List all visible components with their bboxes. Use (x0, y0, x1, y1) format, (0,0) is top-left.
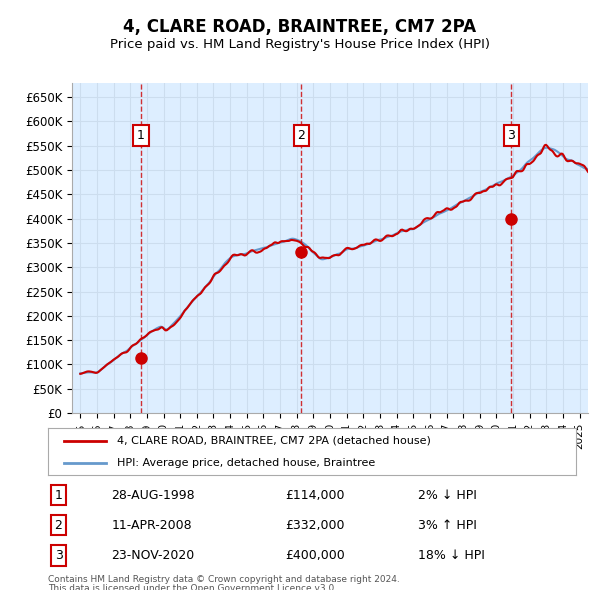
Text: 4, CLARE ROAD, BRAINTREE, CM7 2PA: 4, CLARE ROAD, BRAINTREE, CM7 2PA (124, 18, 476, 36)
Text: 2: 2 (55, 519, 62, 532)
Text: This data is licensed under the Open Government Licence v3.0.: This data is licensed under the Open Gov… (48, 584, 337, 590)
Text: 1: 1 (55, 489, 62, 502)
Text: HPI: Average price, detached house, Braintree: HPI: Average price, detached house, Brai… (116, 458, 375, 468)
Text: 1: 1 (137, 129, 145, 142)
Text: Price paid vs. HM Land Registry's House Price Index (HPI): Price paid vs. HM Land Registry's House … (110, 38, 490, 51)
Text: 18% ↓ HPI: 18% ↓ HPI (418, 549, 484, 562)
Text: 4, CLARE ROAD, BRAINTREE, CM7 2PA (detached house): 4, CLARE ROAD, BRAINTREE, CM7 2PA (detac… (116, 436, 431, 446)
Text: 2% ↓ HPI: 2% ↓ HPI (418, 489, 476, 502)
Text: £400,000: £400,000 (286, 549, 346, 562)
Text: 28-AUG-1998: 28-AUG-1998 (112, 489, 195, 502)
Text: 3: 3 (55, 549, 62, 562)
Text: 3: 3 (508, 129, 515, 142)
Text: £114,000: £114,000 (286, 489, 345, 502)
Text: 11-APR-2008: 11-APR-2008 (112, 519, 192, 532)
Text: 2: 2 (297, 129, 305, 142)
Text: 3% ↑ HPI: 3% ↑ HPI (418, 519, 476, 532)
Text: £332,000: £332,000 (286, 519, 345, 532)
Text: Contains HM Land Registry data © Crown copyright and database right 2024.: Contains HM Land Registry data © Crown c… (48, 575, 400, 584)
Text: 23-NOV-2020: 23-NOV-2020 (112, 549, 194, 562)
